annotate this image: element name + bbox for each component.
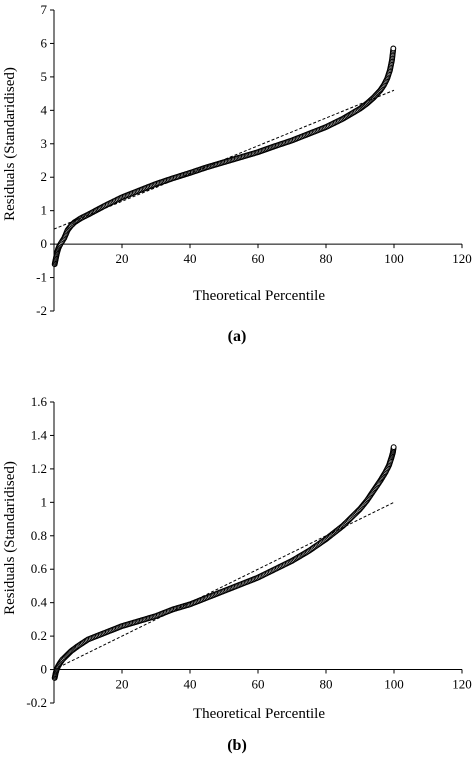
chart-panel-b: Residuals (Standaridised) Theoretical Pe… <box>2 394 472 754</box>
y-tick-label: 0.2 <box>31 628 47 643</box>
y-tick-label: 1 <box>41 494 48 509</box>
y-tick-label: -2 <box>36 303 47 318</box>
trendline <box>53 501 395 671</box>
data-point <box>390 45 397 52</box>
data-point <box>390 444 397 451</box>
chart-panel-a: Residuals (Standaridised) Theoretical Pe… <box>2 2 472 345</box>
y-tick-label: 5 <box>41 69 48 84</box>
x-tick-label: 40 <box>184 677 197 692</box>
trendline <box>53 89 395 230</box>
y-tick-label: 2 <box>41 169 48 184</box>
y-tick-label: 7 <box>41 2 48 17</box>
y-tick-label: 0.4 <box>31 595 48 610</box>
x-tick-label: 20 <box>116 251 129 266</box>
y-tick-label: 1 <box>41 203 48 218</box>
y-tick-label: 3 <box>41 136 48 151</box>
x-tick-label: 80 <box>320 677 333 692</box>
x-tick-label: 20 <box>116 677 129 692</box>
y-tick-label: 0.6 <box>31 561 48 576</box>
x-tick-label: 40 <box>184 251 197 266</box>
y-axis-title: Residuals (Standaridised) <box>2 67 18 221</box>
y-tick-label: 1.4 <box>31 427 48 442</box>
panel-label: (a) <box>228 328 247 345</box>
y-tick-label: 1.6 <box>31 394 48 409</box>
y-tick-label: 6 <box>41 35 48 50</box>
y-tick-label: 0 <box>41 662 48 677</box>
y-tick-label: -0.2 <box>26 695 47 710</box>
x-axis-title: Theoretical Percentile <box>193 288 325 304</box>
x-tick-label: 100 <box>384 677 404 692</box>
x-tick-label: 120 <box>452 251 472 266</box>
x-tick-label: 120 <box>452 677 472 692</box>
y-tick-label: 4 <box>41 102 48 117</box>
x-axis-title: Theoretical Percentile <box>193 706 325 722</box>
x-tick-label: 100 <box>384 251 404 266</box>
x-tick-label: 60 <box>252 251 265 266</box>
y-tick-label: -1 <box>36 270 47 285</box>
y-tick-label: 0 <box>41 236 48 251</box>
y-axis-title: Residuals (Standaridised) <box>2 461 18 615</box>
panel-label: (b) <box>227 737 247 754</box>
x-tick-label: 80 <box>320 251 333 266</box>
x-tick-label: 60 <box>252 677 265 692</box>
y-tick-label: 0.8 <box>31 528 47 543</box>
y-tick-label: 1.2 <box>31 461 47 476</box>
